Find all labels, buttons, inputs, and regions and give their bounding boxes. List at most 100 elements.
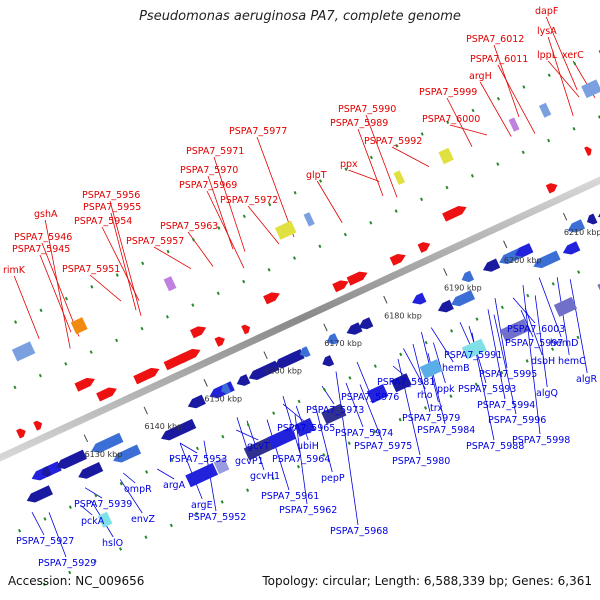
tick-label: 6200 kbp [504, 256, 542, 265]
forward-leader-line [41, 242, 80, 337]
forward-gene [16, 428, 26, 439]
reverse-leader-line [403, 348, 426, 390]
forward-feature-block [538, 102, 552, 118]
reverse-gene-label: PSPA7_5991 [444, 350, 502, 361]
forward-feature-block [438, 147, 454, 165]
reverse-leader-line [266, 419, 290, 491]
tick-label: 6130 kbp [85, 450, 123, 459]
forward-feature-block [163, 276, 177, 292]
reverse-feature-block [553, 296, 578, 317]
forward-leader-line [110, 212, 137, 311]
label-leaders [13, 16, 596, 558]
reverse-gene [358, 317, 374, 330]
reverse-gene [41, 465, 52, 477]
forward-gene-label: dapF [535, 6, 558, 17]
forward-gene [417, 242, 431, 253]
map-title: Pseudomonas aeruginosa PA7, complete gen… [139, 9, 461, 24]
reverse-gene-label: PSPA7_5964 [272, 454, 330, 465]
kbp-ticks: 6130 kbp 6140 kbp 6150 kbp 6160 kbp 6170 kbp… [83, 212, 600, 459]
forward-leader-line [357, 128, 384, 197]
forward-feature-block [274, 220, 297, 240]
reverse-gene-label: PSPA7_5939 [74, 499, 132, 510]
reverse-gene-label: PSPA7_5953 [169, 454, 227, 465]
tick-mark [562, 212, 568, 221]
reverse-gene-label: argA [163, 480, 186, 491]
forward-gene-label: PSPA7_5999 [419, 87, 477, 98]
reverse-gene [322, 355, 335, 367]
forward-leader-line [44, 219, 71, 349]
reverse-gene-label: hemB [442, 363, 470, 374]
reverse-gene-label: PSPA7_5981 [377, 377, 435, 388]
reverse-gene [597, 206, 600, 219]
tick-mark [83, 434, 89, 443]
reverse-leader-line [79, 504, 93, 516]
genome-stats-text: Topology: circular; Length: 6,588,339 bp… [262, 574, 592, 588]
gene-features [11, 79, 600, 528]
forward-gene [96, 387, 117, 402]
forward-gene-label: PSPA7_6011 [470, 54, 528, 65]
reverse-leader-line [412, 343, 431, 413]
tick-label: 6190 kbp [444, 284, 482, 293]
forward-leader-line [493, 44, 520, 118]
reverse-gene-label: PSPA7_5998 [512, 435, 570, 446]
forward-gene-label: PSPA7_5955 [83, 202, 141, 213]
reverse-gene-label: PSPA7_5993 [458, 384, 516, 395]
reverse-leader-line [493, 314, 517, 415]
strand-dash-line [0, 115, 600, 396]
reverse-feature-block [294, 417, 316, 437]
reverse-gene-label: PSPA7_5973 [306, 405, 364, 416]
reverse-gene [533, 250, 561, 269]
forward-gene-label: PSPA7_5989 [330, 118, 388, 129]
reverse-leader-line [314, 405, 333, 473]
forward-gene [263, 292, 280, 305]
reverse-gene-label: PSPA7_5929 [38, 558, 96, 569]
reverse-leader-line [48, 512, 67, 558]
tick-mark [323, 323, 328, 332]
reverse-gene-label: hemD [550, 338, 578, 349]
tick-label: 6170 kbp [324, 339, 362, 348]
forward-feature-block [508, 117, 520, 132]
forward-gene [442, 205, 467, 222]
reverse-gene [461, 270, 475, 283]
reverse-gene-label: PSPA7_5962 [279, 505, 337, 516]
reverse-feature-block [97, 511, 113, 528]
forward-gene [214, 336, 225, 347]
forward-leader-line [316, 180, 343, 223]
forward-leader-line [39, 254, 72, 333]
tick-mark [443, 268, 448, 276]
forward-leader-line [153, 246, 192, 270]
reverse-gene [91, 432, 124, 453]
reverse-gene [113, 444, 142, 463]
forward-gene-label: PSPA7_5977 [229, 126, 287, 137]
reverse-gene-label: envZ [131, 514, 155, 525]
reverse-gene-label: PSPA7_5965 [277, 423, 335, 434]
tick-mark [143, 406, 148, 415]
forward-gene-label: lppL [537, 50, 558, 61]
forward-gene-label: PSPA7_5946 [14, 232, 72, 243]
forward-leader-line [365, 114, 398, 198]
reverse-leader-line [538, 277, 562, 338]
forward-leader-line [446, 97, 473, 147]
reverse-leader-line [569, 279, 588, 374]
forward-gene [545, 183, 558, 194]
reverse-gene [78, 461, 104, 479]
reverse-leader-line [179, 442, 198, 454]
reverse-gene [412, 292, 427, 305]
forward-leader-line [89, 274, 122, 302]
forward-gene-label: PSPA7_5951 [62, 264, 120, 275]
reverse-leader-line [430, 327, 454, 363]
reverse-leader-line [433, 342, 446, 384]
reverse-gene [236, 374, 251, 386]
reverse-leader-line [236, 429, 259, 441]
forward-gene-label: PSPA7_5971 [186, 146, 244, 157]
reverse-gene-label: PSPA7_5994 [477, 400, 535, 411]
reverse-gene-labels: PSPA7_5927 PSPA7_5929 hslO pckA PSPA7_5939en… [16, 324, 597, 569]
reverse-gene-label: PSPA7_5984 [417, 425, 475, 436]
forward-feature-block [581, 79, 600, 99]
reverse-leader-line [156, 468, 175, 480]
reverse-feature-block [243, 435, 278, 461]
forward-feature-block [393, 170, 406, 185]
tick-mark [203, 379, 208, 387]
reverse-gene-label: gcvH1 [250, 471, 280, 482]
